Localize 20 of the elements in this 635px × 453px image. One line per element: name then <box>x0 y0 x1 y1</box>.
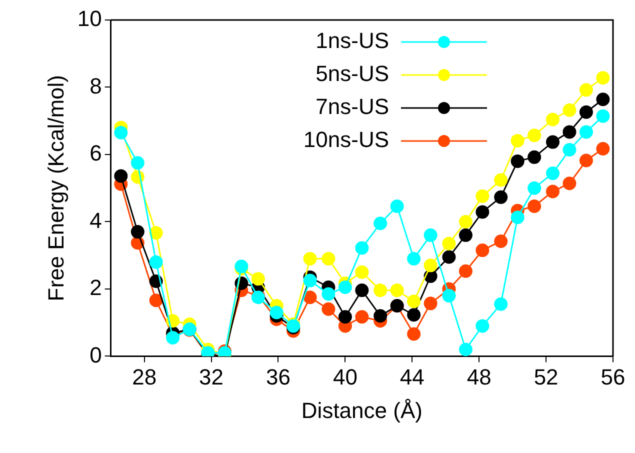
y-tick-label: 2 <box>90 275 102 300</box>
y-axis-title: Free Energy (Kcal/mol) <box>43 75 68 302</box>
x-tick-label: 40 <box>332 364 358 390</box>
x-tick-label: 52 <box>534 364 558 390</box>
x-axis-title: Distance (Å) <box>301 398 422 423</box>
legend-label: 1ns-US <box>316 28 389 54</box>
x-tick-label: 32 <box>199 364 224 390</box>
x-tick-label: 56 <box>600 364 626 390</box>
x-tick-label: 36 <box>266 364 290 390</box>
legend-label: 5ns-US <box>316 61 389 86</box>
y-tick-label: 10 <box>77 6 102 32</box>
y-tick-label: 4 <box>90 208 102 233</box>
y-tick-label: 0 <box>90 342 102 368</box>
legend-label: 10ns-US <box>303 127 389 152</box>
x-tick-label: 48 <box>466 364 492 390</box>
x-tick-label: 28 <box>132 364 157 390</box>
y-tick-label: 8 <box>90 73 102 98</box>
legend-label: 7ns-US <box>316 94 389 120</box>
x-tick-label: 44 <box>400 364 424 390</box>
y-tick-label: 6 <box>90 140 102 166</box>
